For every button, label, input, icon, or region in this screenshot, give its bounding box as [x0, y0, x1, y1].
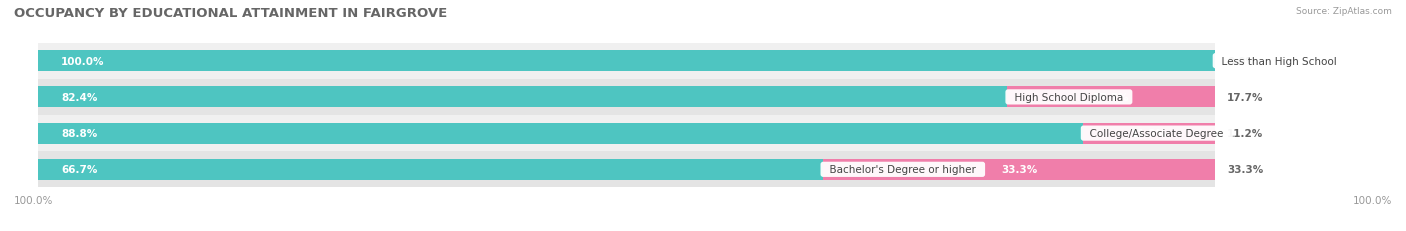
Text: Source: ZipAtlas.com: Source: ZipAtlas.com — [1296, 7, 1392, 16]
Text: College/Associate Degree: College/Associate Degree — [1084, 128, 1230, 139]
Text: 100.0%: 100.0% — [1353, 195, 1392, 205]
Text: 82.4%: 82.4% — [62, 92, 97, 103]
Bar — [38, 79, 1215, 116]
Bar — [38, 152, 1215, 188]
Text: High School Diploma: High School Diploma — [1008, 92, 1130, 103]
Bar — [38, 123, 1084, 144]
Text: 33.3%: 33.3% — [1001, 165, 1038, 175]
Bar — [823, 159, 1215, 180]
Bar — [38, 43, 1215, 79]
Text: 0.0%: 0.0% — [1227, 56, 1256, 66]
Bar — [1084, 123, 1215, 144]
Text: 11.2%: 11.2% — [1132, 128, 1167, 139]
Text: Bachelor's Degree or higher: Bachelor's Degree or higher — [823, 165, 983, 175]
Bar — [1007, 87, 1215, 108]
Text: 17.7%: 17.7% — [1227, 92, 1264, 103]
Text: 88.8%: 88.8% — [62, 128, 97, 139]
Text: Less than High School: Less than High School — [1215, 56, 1344, 66]
Text: 100.0%: 100.0% — [14, 195, 53, 205]
Text: 66.7%: 66.7% — [62, 165, 97, 175]
Text: OCCUPANCY BY EDUCATIONAL ATTAINMENT IN FAIRGROVE: OCCUPANCY BY EDUCATIONAL ATTAINMENT IN F… — [14, 7, 447, 20]
Bar — [38, 51, 1215, 72]
Text: 17.7%: 17.7% — [1092, 92, 1129, 103]
Text: 100.0%: 100.0% — [62, 56, 104, 66]
Bar — [38, 87, 1008, 108]
Bar — [38, 116, 1215, 152]
Text: 11.2%: 11.2% — [1227, 128, 1264, 139]
Text: 33.3%: 33.3% — [1227, 165, 1264, 175]
Bar — [38, 159, 823, 180]
